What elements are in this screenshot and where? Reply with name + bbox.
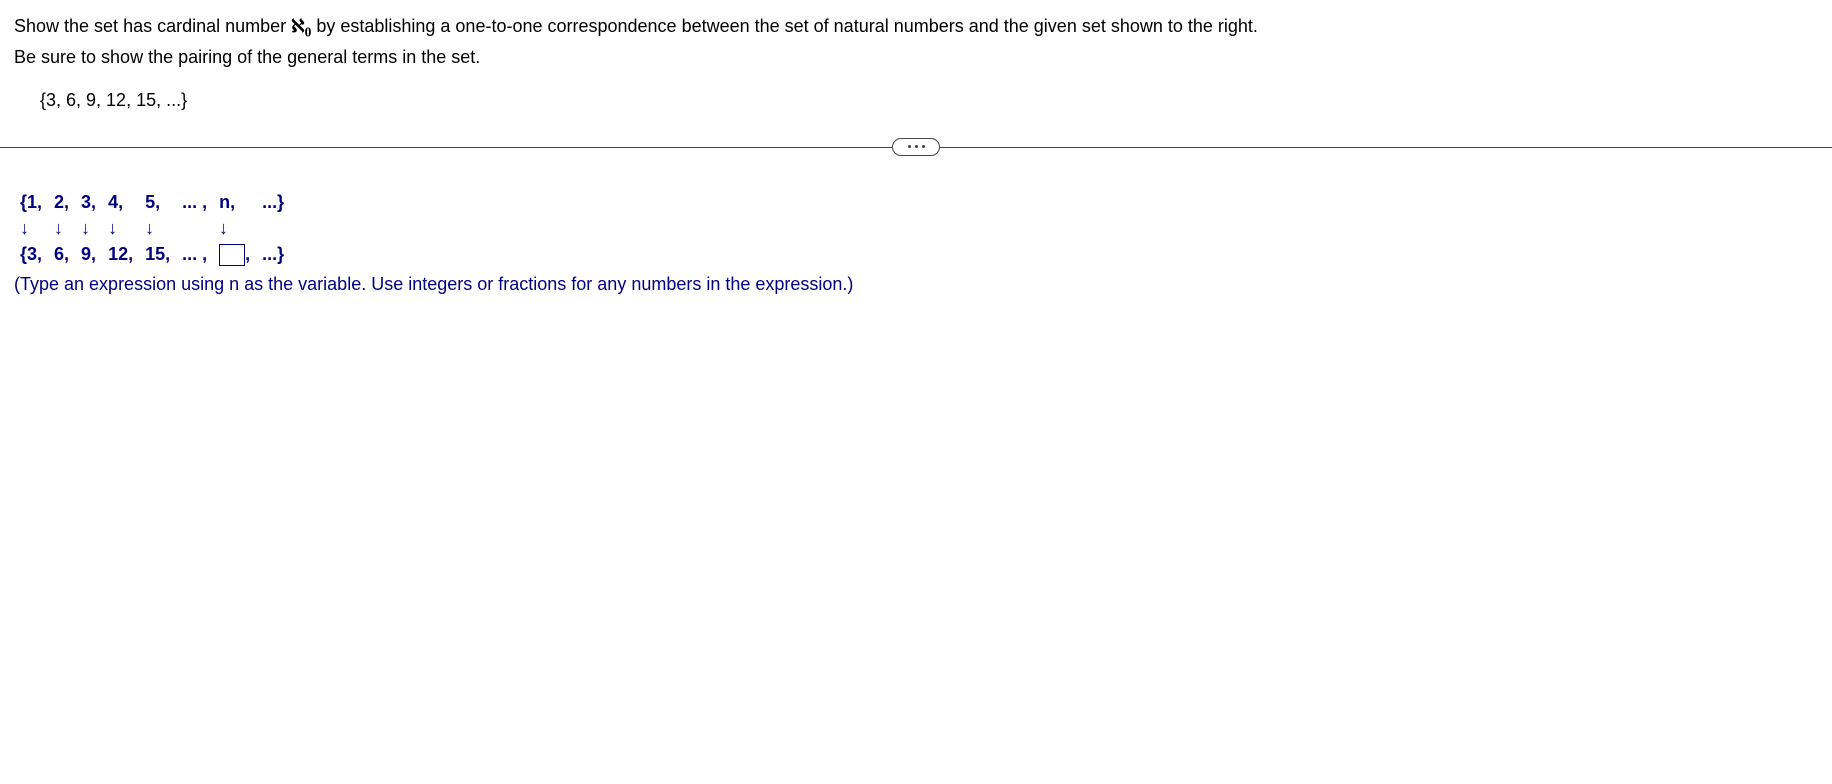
natural-2: 2,	[48, 189, 75, 215]
natural-4: 4,	[102, 189, 139, 215]
mapped-1: {3,	[14, 241, 48, 267]
mapped-ellipsis: ... ,	[176, 241, 213, 267]
question-line1-pre: Show the set has cardinal number	[14, 16, 291, 36]
table-row: {3, 6, 9, 12, 15, ... , , ...}	[14, 241, 290, 267]
down-arrow-icon: ↓	[14, 215, 48, 241]
down-arrow-icon: ↓	[213, 215, 256, 241]
arrow-blank	[176, 215, 213, 241]
expand-button[interactable]	[892, 138, 940, 156]
mapped-2: 6,	[48, 241, 75, 267]
question-line1-post: by establishing a one-to-one corresponde…	[311, 16, 1258, 36]
answer-block: {1, 2, 3, 4, 5, ... , n, ...} ↓ ↓ ↓ ↓ ↓ …	[14, 189, 1818, 297]
dot-icon	[922, 145, 925, 148]
mapped-5: 15,	[139, 241, 176, 267]
arrow-blank	[256, 215, 290, 241]
natural-5: 5,	[139, 189, 176, 215]
mapped-close: ...}	[256, 241, 290, 267]
dot-icon	[908, 145, 911, 148]
natural-ellipsis: ... ,	[176, 189, 213, 215]
given-set: {3, 6, 9, 12, 15, ...}	[40, 90, 1818, 111]
mapped-n-comma: ,	[245, 244, 250, 264]
divider-row	[14, 135, 1818, 159]
down-arrow-icon: ↓	[48, 215, 75, 241]
question-text: Show the set has cardinal number ℵ0 by e…	[14, 12, 1818, 72]
question-line2: Be sure to show the pairing of the gener…	[14, 47, 480, 67]
down-arrow-icon: ↓	[75, 215, 102, 241]
mapping-table: {1, 2, 3, 4, 5, ... , n, ...} ↓ ↓ ↓ ↓ ↓ …	[14, 189, 290, 267]
general-term-input[interactable]	[219, 244, 245, 266]
hint-text: (Type an expression using n as the varia…	[14, 271, 1818, 297]
mapped-4: 12,	[102, 241, 139, 267]
aleph-symbol: ℵ	[291, 16, 304, 36]
natural-close: ...}	[256, 189, 290, 215]
table-row: ↓ ↓ ↓ ↓ ↓ ↓	[14, 215, 290, 241]
table-row: {1, 2, 3, 4, 5, ... , n, ...}	[14, 189, 290, 215]
natural-3: 3,	[75, 189, 102, 215]
dot-icon	[915, 145, 918, 148]
natural-1: {1,	[14, 189, 48, 215]
natural-n: n,	[213, 189, 256, 215]
down-arrow-icon: ↓	[102, 215, 139, 241]
mapped-3: 9,	[75, 241, 102, 267]
down-arrow-icon: ↓	[139, 215, 176, 241]
mapped-n-cell: ,	[213, 241, 256, 267]
